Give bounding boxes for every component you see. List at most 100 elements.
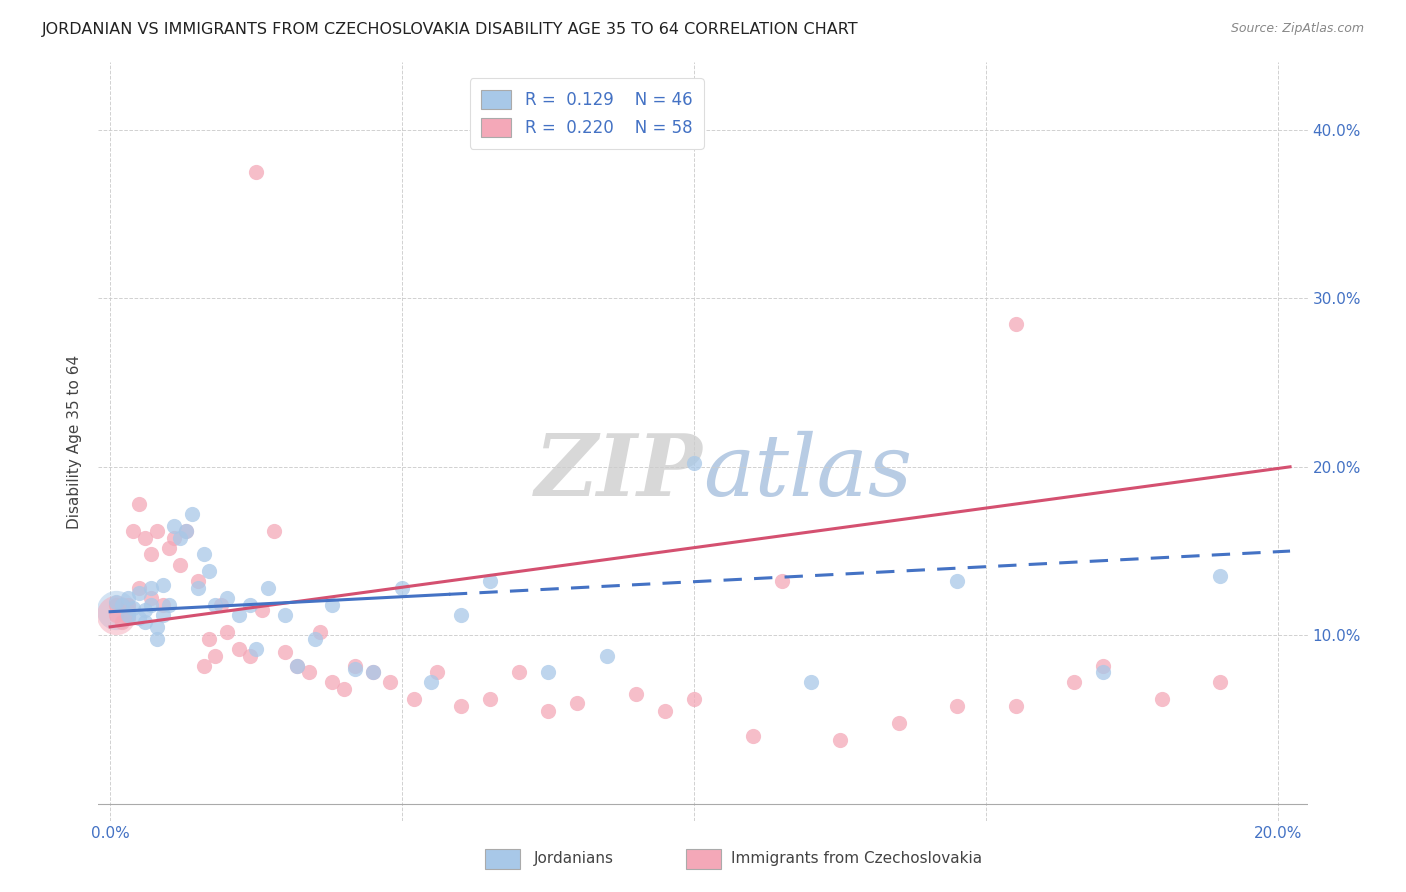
Text: JORDANIAN VS IMMIGRANTS FROM CZECHOSLOVAKIA DISABILITY AGE 35 TO 64 CORRELATION : JORDANIAN VS IMMIGRANTS FROM CZECHOSLOVA… (42, 22, 859, 37)
Point (169, 558, 191, 572)
Point (332, 682, 354, 697)
Point (595, 648, 617, 663)
Point (274, 645, 297, 659)
Point (193, 658, 215, 673)
Point (146, 524, 169, 538)
Point (321, 598, 343, 612)
Point (1092, 665, 1115, 680)
Point (239, 648, 262, 663)
Point (169, 531, 191, 545)
Point (128, 586, 150, 600)
Point (285, 658, 308, 673)
Point (152, 598, 174, 612)
Text: atlas: atlas (703, 431, 912, 513)
Point (117, 611, 139, 625)
Point (256, 581, 278, 595)
Point (228, 641, 250, 656)
Point (887, 715, 910, 730)
Point (128, 581, 150, 595)
Point (139, 548, 162, 562)
Point (122, 524, 145, 538)
Point (187, 574, 209, 589)
Point (134, 531, 156, 545)
Point (104, 608, 127, 623)
Point (157, 541, 180, 555)
Point (391, 581, 413, 595)
Point (215, 624, 238, 639)
Point (104, 594, 127, 608)
Point (770, 574, 793, 589)
Point (245, 641, 267, 656)
Point (285, 658, 308, 673)
Y-axis label: Disability Age 35 to 64: Disability Age 35 to 64 (67, 354, 83, 529)
Point (304, 632, 326, 646)
Point (198, 564, 221, 578)
Point (321, 675, 343, 690)
Point (152, 608, 174, 623)
Point (344, 658, 367, 673)
Point (134, 615, 156, 629)
Point (193, 548, 215, 562)
Point (1004, 317, 1026, 331)
Point (361, 665, 384, 680)
Point (117, 591, 139, 606)
Point (274, 608, 297, 623)
Point (508, 665, 530, 680)
Point (180, 507, 202, 521)
Point (117, 598, 139, 612)
Point (683, 457, 706, 471)
Point (402, 692, 425, 706)
Text: Jordanians: Jordanians (534, 851, 614, 865)
Point (1004, 699, 1026, 714)
Point (117, 608, 139, 623)
Legend: R =  0.129    N = 46, R =  0.220    N = 58: R = 0.129 N = 46, R = 0.220 N = 58 (470, 78, 704, 149)
Text: Source: ZipAtlas.com: Source: ZipAtlas.com (1230, 22, 1364, 36)
Point (1209, 569, 1232, 583)
Point (309, 624, 332, 639)
Point (420, 675, 443, 690)
Point (204, 648, 226, 663)
Point (163, 518, 186, 533)
Point (830, 732, 852, 747)
Point (478, 574, 501, 589)
Point (263, 524, 285, 538)
Point (104, 598, 127, 612)
Point (152, 578, 174, 592)
Point (209, 598, 232, 612)
Point (250, 603, 273, 617)
Point (139, 598, 162, 612)
Point (111, 598, 134, 612)
Point (478, 692, 501, 706)
Point (128, 497, 150, 511)
Point (139, 591, 162, 606)
Point (1092, 658, 1115, 673)
Text: ZIP: ZIP (536, 430, 703, 514)
Point (104, 608, 127, 623)
Point (187, 581, 209, 595)
Point (946, 574, 969, 589)
Point (245, 165, 267, 179)
Point (146, 632, 169, 646)
Point (228, 608, 250, 623)
Point (239, 598, 262, 612)
Point (146, 620, 169, 634)
Point (215, 591, 238, 606)
Point (1209, 675, 1232, 690)
Point (683, 692, 706, 706)
Point (450, 608, 472, 623)
Point (174, 524, 197, 538)
Point (111, 615, 134, 629)
Point (567, 696, 589, 710)
Point (344, 662, 367, 676)
Point (157, 598, 180, 612)
Point (134, 603, 156, 617)
Point (537, 704, 560, 718)
Point (450, 699, 472, 714)
Point (537, 665, 560, 680)
Point (128, 611, 150, 625)
Point (946, 699, 969, 714)
Point (380, 675, 402, 690)
Point (361, 665, 384, 680)
Point (104, 603, 127, 617)
Point (741, 730, 763, 744)
